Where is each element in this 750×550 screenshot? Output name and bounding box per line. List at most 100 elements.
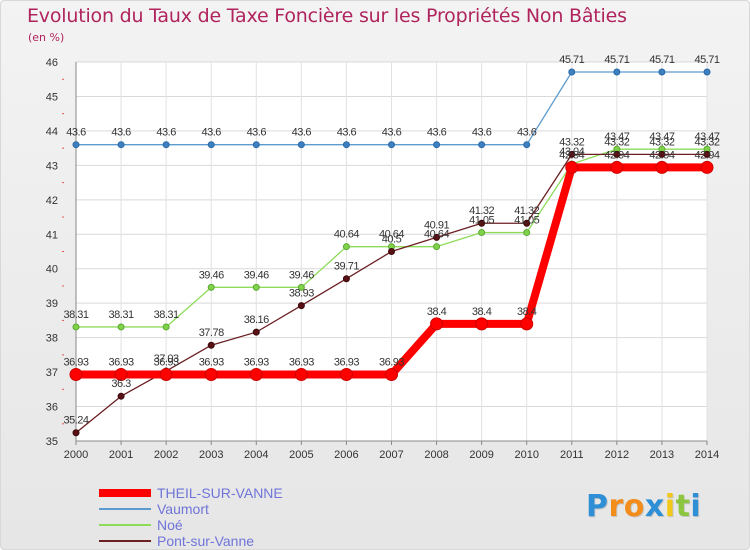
legend-swatch-pont [97,535,153,547]
x-tick-label: 2008 [424,449,448,461]
data-point-pont-sur-vanne [478,219,486,227]
y-tick-label: 37 [46,367,58,379]
data-label-vaumort: 43.6 [292,127,312,139]
legend-label-vaumort: Vaumort [157,501,209,517]
x-tick-label: 2011 [560,449,584,461]
data-point-theil-sur-vanne [114,368,128,382]
data-point-no- [252,283,260,291]
logo-letter: t [675,489,691,524]
data-point-no- [117,323,125,331]
x-tick-label: 2010 [514,449,538,461]
legend: THEIL-SUR-VANNE Vaumort Noé Pont-sur-Van… [97,485,283,549]
data-point-theil-sur-vanne [294,368,308,382]
data-label-no-: 39.46 [289,269,314,281]
y-axis-unit: (en %) [28,31,65,44]
data-point-vaumort [162,141,170,149]
data-point-pont-sur-vanne [433,233,441,241]
data-label-vaumort: 43.6 [382,127,402,139]
data-label-pont-sur-vanne: 40.5 [382,234,402,246]
data-point-theil-sur-vanne [475,317,489,331]
data-point-vaumort [613,68,621,76]
data-point-no- [72,323,80,331]
data-label-pont-sur-vanne: 40.91 [424,219,449,231]
data-label-vaumort: 43.6 [427,127,447,139]
data-point-theil-sur-vanne [430,317,444,331]
data-label-theil-sur-vanne: 36.93 [379,357,404,369]
data-point-pont-sur-vanne [72,429,80,437]
data-label-theil-sur-vanne: 36.93 [244,357,269,369]
data-point-pont-sur-vanne [207,341,215,349]
x-tick-label: 2003 [199,449,223,461]
data-point-vaumort [297,141,305,149]
x-tick-label: 2012 [605,449,629,461]
data-point-pont-sur-vanne [703,150,711,158]
legend-item-theil: THEIL-SUR-VANNE [97,485,283,501]
y-tick-label: 36 [46,402,58,414]
data-label-theil-sur-vanne: 38.4 [472,306,492,318]
x-tick-label: 2013 [650,449,674,461]
data-label-pont-sur-vanne: 41.32 [514,205,539,217]
data-point-pont-sur-vanne [523,219,531,227]
data-point-theil-sur-vanne [655,160,669,174]
data-label-pont-sur-vanne: 41.32 [469,205,494,217]
data-label-vaumort: 45.71 [604,54,629,66]
data-label-no-: 39.46 [199,269,224,281]
x-tick-label: 2005 [289,449,313,461]
y-tick-label: 45 [46,91,58,103]
legend-label-pont: Pont-sur-Vanne [157,533,255,549]
data-label-vaumort: 45.71 [694,54,719,66]
data-label-pont-sur-vanne: 38.16 [244,314,269,326]
data-label-vaumort: 43.6 [111,127,131,139]
data-label-theil-sur-vanne: 38.4 [427,306,447,318]
data-point-vaumort [72,141,80,149]
logo-letter: x [644,489,665,524]
data-point-theil-sur-vanne [520,317,534,331]
data-point-theil-sur-vanne [204,368,218,382]
data-label-no-: 41.05 [469,215,494,227]
data-point-pont-sur-vanne [342,275,350,283]
data-point-vaumort [433,141,441,149]
legend-swatch-theil [97,487,153,499]
data-label-pont-sur-vanne: 43.32 [694,136,719,148]
data-label-theil-sur-vanne: 36.93 [154,357,179,369]
data-label-no-: 38.31 [109,309,134,321]
data-label-no-: 43.47 [604,131,629,143]
data-label-theil-sur-vanne: 42.94 [559,149,584,161]
data-label-vaumort: 45.71 [649,54,674,66]
data-label-pont-sur-vanne: 43.32 [604,136,629,148]
data-point-vaumort [342,141,350,149]
data-point-pont-sur-vanne [117,392,125,400]
data-point-vaumort [568,68,576,76]
data-label-theil-sur-vanne: 36.93 [334,357,359,369]
data-label-pont-sur-vanne: 43.32 [559,136,584,148]
logo-letter: P [586,489,609,524]
data-point-vaumort [703,68,711,76]
data-label-pont-sur-vanne: 37.03 [154,353,179,365]
y-tick-label: 40 [46,264,58,276]
series-layer [69,68,714,437]
y-tick-label: 41 [46,229,58,241]
legend-item-pont: Pont-sur-Vanne [97,533,283,549]
data-label-no-: 43.47 [694,131,719,143]
data-point-no- [162,323,170,331]
data-label-theil-sur-vanne: 38.4 [517,306,537,318]
x-tick-label: 2009 [469,449,493,461]
legend-swatch-noe [97,519,153,531]
data-point-theil-sur-vanne [385,368,398,382]
data-label-no-: 40.64 [424,229,449,241]
data-label-pont-sur-vanne: 35.24 [63,415,88,427]
data-label-vaumort: 43.6 [517,127,537,139]
legend-item-noe: Noé [97,517,283,533]
proxiti-logo: Proxiti [586,489,701,524]
axis-layer: 35 36 37 38 39 40 41 42 43 44 45 46 2000 2001 2002 2003… [46,57,719,461]
logo-letter: i [664,489,676,524]
data-point-pont-sur-vanne [658,150,666,158]
logo-letter: r [608,489,624,524]
data-label-vaumort: 43.6 [66,127,86,139]
x-tick-label: 2014 [695,449,719,461]
x-tick-label: 2002 [154,449,178,461]
data-point-pont-sur-vanne [252,328,260,336]
x-tick-label: 2006 [334,449,358,461]
y-tick-label: 46 [46,57,58,69]
data-label-theil-sur-vanne: 42.94 [694,149,719,161]
